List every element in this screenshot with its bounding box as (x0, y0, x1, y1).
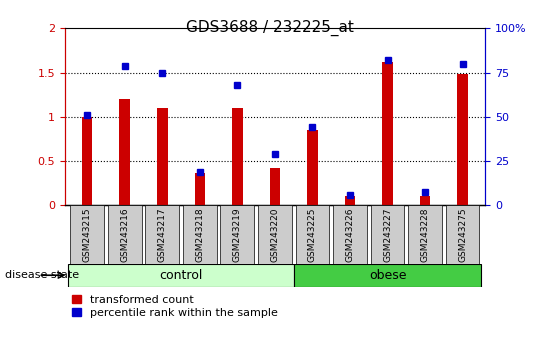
FancyBboxPatch shape (70, 205, 104, 264)
FancyBboxPatch shape (146, 205, 179, 264)
FancyBboxPatch shape (68, 264, 294, 287)
FancyBboxPatch shape (408, 205, 442, 264)
Text: GSM243227: GSM243227 (383, 207, 392, 262)
Text: disease state: disease state (5, 270, 80, 280)
FancyBboxPatch shape (108, 205, 142, 264)
Bar (420, 196, 430, 205)
Text: GSM243216: GSM243216 (120, 207, 129, 262)
Text: obese: obese (369, 269, 406, 282)
Bar (345, 196, 355, 205)
FancyBboxPatch shape (333, 205, 367, 264)
Bar (82, 117, 93, 205)
Bar (157, 108, 168, 205)
Text: GSM243218: GSM243218 (195, 207, 204, 262)
Text: GSM243217: GSM243217 (158, 207, 167, 262)
FancyBboxPatch shape (258, 205, 292, 264)
FancyBboxPatch shape (446, 205, 480, 264)
Legend: transformed count, percentile rank within the sample: transformed count, percentile rank withi… (70, 292, 280, 320)
Text: GSM243226: GSM243226 (345, 207, 355, 262)
Text: GSM243228: GSM243228 (420, 207, 430, 262)
Bar (382, 62, 393, 205)
Text: GSM243225: GSM243225 (308, 207, 317, 262)
Bar (195, 172, 205, 205)
Text: GDS3688 / 232225_at: GDS3688 / 232225_at (185, 19, 354, 36)
Bar (307, 130, 317, 205)
FancyBboxPatch shape (183, 205, 217, 264)
FancyBboxPatch shape (295, 205, 329, 264)
Bar (232, 108, 243, 205)
Bar (457, 74, 468, 205)
Bar (120, 99, 130, 205)
FancyBboxPatch shape (220, 205, 254, 264)
Text: control: control (160, 269, 203, 282)
Text: GSM243275: GSM243275 (458, 207, 467, 262)
FancyBboxPatch shape (294, 264, 481, 287)
FancyBboxPatch shape (371, 205, 404, 264)
Bar (270, 168, 280, 205)
Text: GSM243220: GSM243220 (271, 207, 279, 262)
Text: GSM243215: GSM243215 (82, 207, 92, 262)
Text: GSM243219: GSM243219 (233, 207, 242, 262)
